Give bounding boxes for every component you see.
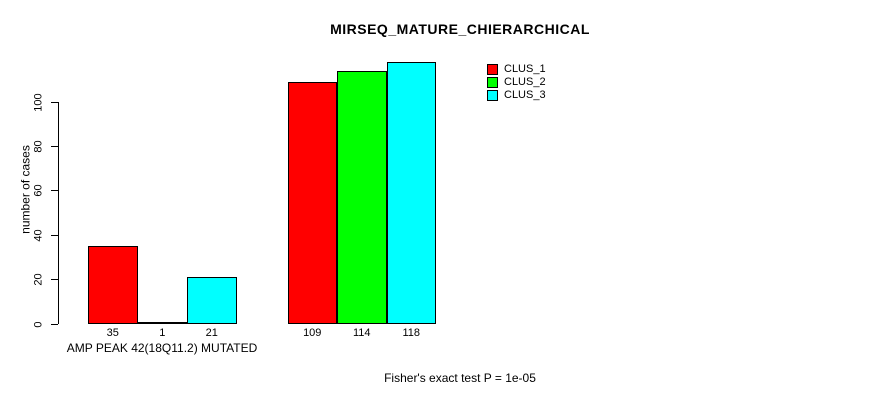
bar-clus_3-group1 — [187, 277, 237, 324]
bar-value-label: 35 — [106, 327, 119, 339]
y-axis-tick — [51, 101, 58, 103]
legend: CLUS_1 CLUS_2 CLUS_3 — [487, 63, 546, 102]
y-axis-title: number of cases — [18, 145, 33, 234]
x-axis-title: AMP PEAK 42(18Q11.2) MUTATED — [66, 341, 258, 355]
y-axis-tick-label: 80 — [32, 140, 45, 153]
y-axis-tick-label: 40 — [32, 229, 45, 242]
legend-swatch-clus-1 — [487, 64, 498, 75]
y-axis-tick — [51, 323, 58, 325]
bar-clus_2-group1 — [137, 321, 187, 324]
bar-value-label: 1 — [159, 327, 166, 339]
legend-label: CLUS_3 — [504, 89, 546, 101]
legend-item: CLUS_1 — [487, 63, 546, 76]
bar-clus_1-group2 — [287, 82, 337, 324]
legend-label: CLUS_2 — [504, 76, 546, 88]
y-axis-line — [58, 102, 59, 324]
bar-value-label: 109 — [303, 327, 322, 339]
y-axis-tick — [51, 234, 58, 236]
y-axis-tick-label: 60 — [32, 184, 45, 197]
bar-value-label: 118 — [402, 327, 421, 339]
y-axis-tick — [51, 279, 58, 281]
bar-value-label: 21 — [205, 327, 218, 339]
bar-clus_3-group2 — [386, 62, 436, 324]
bar-clus_2-group2 — [337, 70, 387, 324]
legend-swatch-clus-2 — [487, 77, 498, 88]
chart-title: MIRSEQ_MATURE_CHIERARCHICAL — [330, 21, 590, 37]
fisher-test-annotation: Fisher's exact test P = 1e-05 — [384, 371, 536, 385]
bar-value-label: 114 — [352, 327, 371, 339]
legend-item: CLUS_2 — [487, 76, 546, 89]
y-axis-tick — [51, 190, 58, 192]
bar-clus_1-group1 — [88, 246, 138, 324]
y-axis-tick-label: 0 — [32, 320, 45, 328]
y-axis-tick-label: 20 — [32, 273, 45, 286]
legend-label: CLUS_1 — [504, 63, 546, 75]
y-axis-tick-label: 100 — [32, 92, 45, 112]
legend-swatch-clus-3 — [487, 90, 498, 101]
y-axis-tick — [51, 145, 58, 147]
legend-item: CLUS_3 — [487, 89, 546, 102]
